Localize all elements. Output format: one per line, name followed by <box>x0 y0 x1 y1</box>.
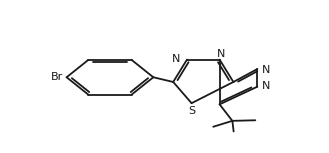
Text: Br: Br <box>51 72 63 82</box>
Text: S: S <box>189 106 196 116</box>
Text: N: N <box>217 49 225 59</box>
Text: N: N <box>262 81 270 91</box>
Text: N: N <box>172 54 181 64</box>
Text: N: N <box>262 65 270 75</box>
